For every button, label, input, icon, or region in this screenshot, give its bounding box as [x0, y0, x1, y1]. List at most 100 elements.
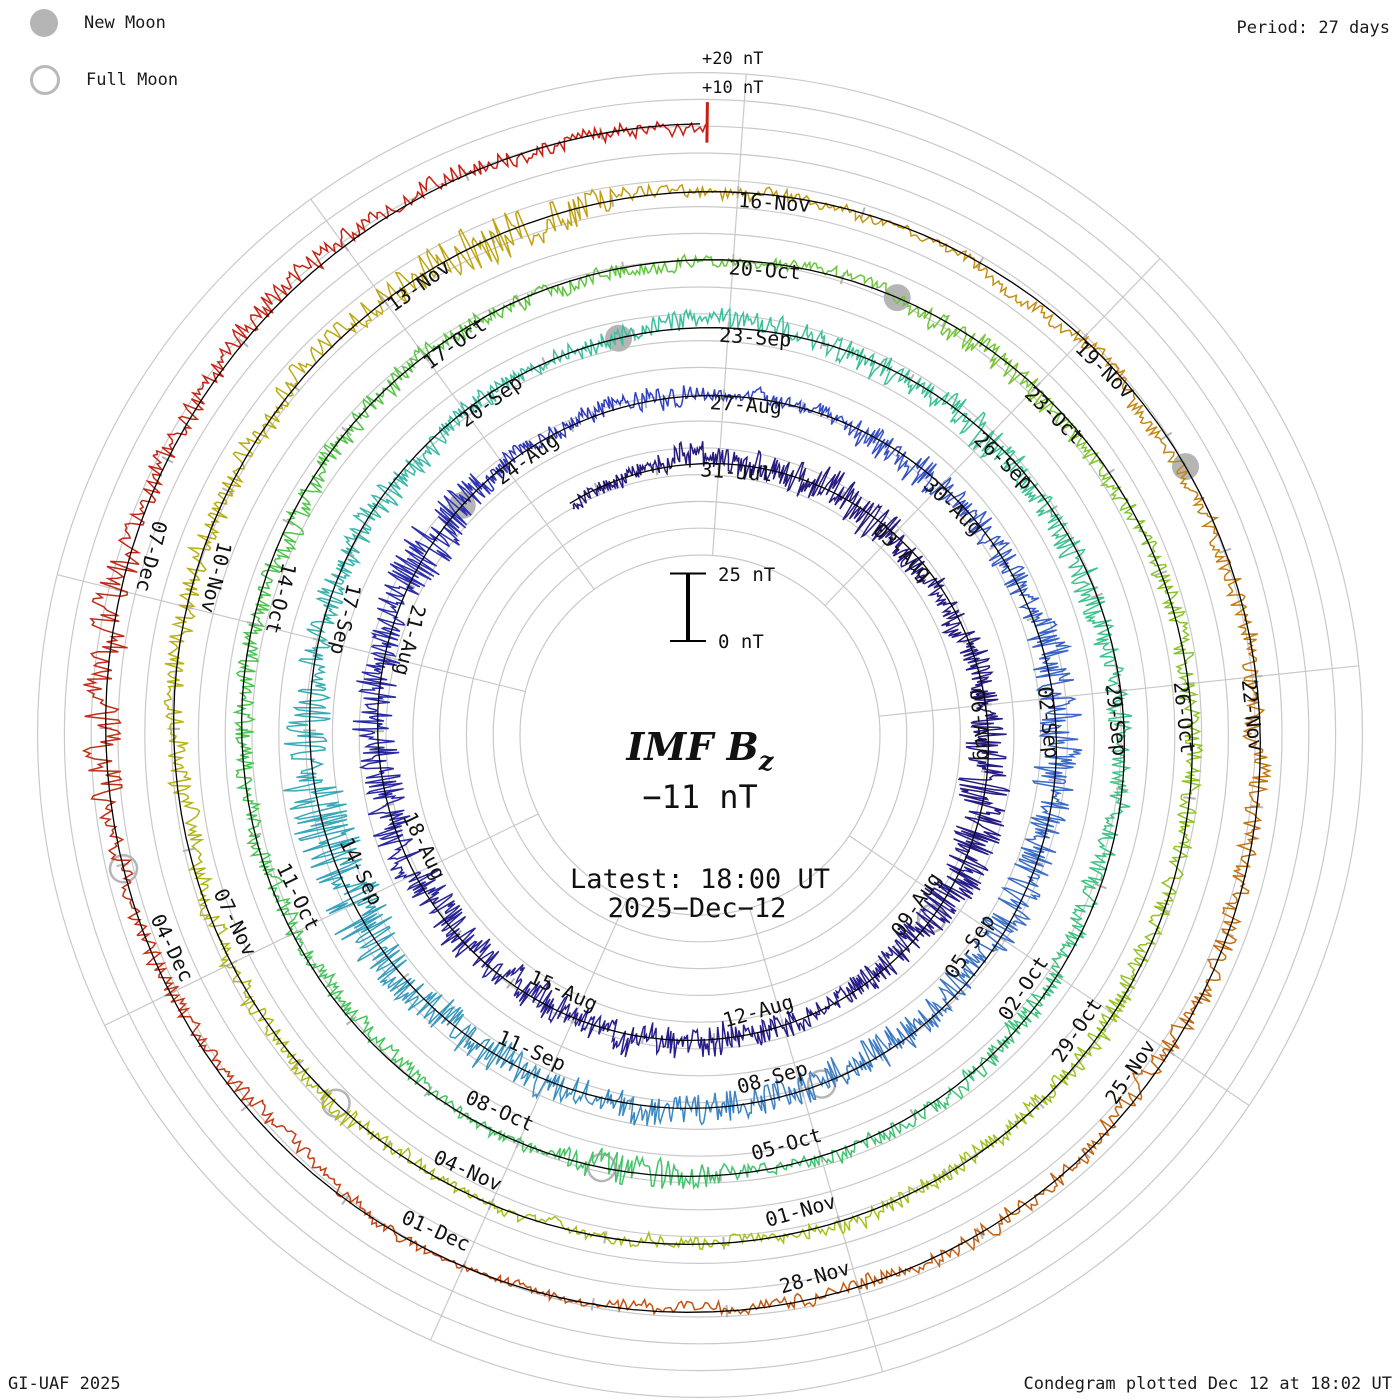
trace-segment — [98, 799, 133, 869]
trace-segment — [1033, 736, 1083, 782]
date-label: 14-Oct — [261, 560, 302, 636]
grid-circle — [519, 554, 881, 916]
trace-segment — [901, 455, 938, 495]
trace-segment — [572, 487, 599, 510]
date-label: 20-Sep — [454, 370, 527, 432]
trace-segment — [315, 858, 380, 915]
trace-segment — [304, 1147, 351, 1199]
trace-segment — [1214, 549, 1248, 612]
trace-segment — [624, 461, 655, 484]
trace-segment — [574, 1007, 614, 1039]
trace-segment — [815, 985, 853, 1016]
trace-segment — [340, 204, 403, 248]
trace-segment — [190, 341, 242, 405]
trace-segment — [843, 1196, 898, 1232]
trace-segment — [334, 896, 396, 949]
trace-segment — [1221, 865, 1250, 931]
grid-circle — [144, 179, 1256, 1291]
trace-segment — [1069, 879, 1099, 928]
trace-segment — [1109, 737, 1132, 788]
trace-segment — [598, 120, 670, 145]
trace-segment — [231, 283, 288, 345]
date-label: 23-Oct — [1020, 382, 1089, 449]
trace-segment — [261, 531, 304, 573]
trace-segment — [750, 1015, 789, 1046]
trace-segment — [721, 1162, 774, 1181]
grid-circle — [385, 420, 1015, 1050]
trace-segment — [311, 433, 354, 483]
trace-segment — [426, 228, 499, 277]
trace-segment — [128, 454, 164, 526]
trace-segment — [406, 869, 453, 907]
trace-segment — [258, 1017, 301, 1071]
trace-segment — [840, 269, 894, 297]
trace-segment — [283, 731, 328, 779]
trace-segment — [136, 933, 179, 997]
trace-segment — [1099, 474, 1137, 521]
trace-segment — [1191, 490, 1220, 551]
trace-segment — [286, 688, 332, 733]
trace-segment — [653, 440, 687, 476]
trace-segment — [251, 381, 294, 443]
trace-segment — [434, 480, 482, 529]
latest-value: −11 nT — [642, 778, 758, 816]
trace-segment — [860, 1264, 925, 1290]
trace-segment — [568, 401, 605, 431]
trace-segment — [929, 477, 973, 517]
trace-segment — [1087, 832, 1116, 884]
date-label: 19-Nov — [1071, 336, 1140, 403]
trace-segment — [607, 1230, 668, 1249]
trace-segment — [682, 385, 723, 402]
trace-segment — [164, 609, 196, 672]
trace-segment — [389, 977, 443, 1019]
parameter-title-main: IMF B — [626, 724, 759, 769]
trace-segment — [897, 1170, 953, 1208]
trace-segment — [163, 670, 184, 732]
grid-spoke — [848, 835, 1250, 1106]
trace-segment — [235, 624, 263, 681]
gridline-label-plus10: +10 nT — [702, 78, 763, 98]
trace-segment — [450, 927, 494, 967]
scale-bar-top-label: 25 nT — [718, 564, 775, 586]
trace-segment — [1014, 467, 1053, 517]
trace-segment — [867, 1112, 917, 1147]
trace-segment — [345, 392, 385, 435]
full-moon-icon — [30, 65, 60, 95]
trace-segment — [799, 1056, 849, 1103]
trace-segment — [845, 965, 881, 1003]
trace-segment — [785, 259, 841, 278]
trace-segment — [89, 592, 128, 663]
trace-segment — [685, 441, 720, 468]
trace-segment — [513, 967, 551, 1008]
trace-segment — [988, 343, 1039, 392]
parameter-title: IMF Bz — [626, 724, 775, 777]
grid-circle — [36, 71, 1364, 1399]
trace-segment — [493, 1203, 552, 1223]
trace-segment — [912, 998, 954, 1033]
trace-segment — [807, 466, 846, 506]
date-label: 27-Aug — [709, 390, 783, 419]
date-label: 12-Aug — [720, 989, 796, 1032]
baseline-path — [105, 123, 1261, 1313]
trace-segment — [1132, 905, 1170, 963]
trace-segment — [979, 1193, 1039, 1236]
trace-segment — [988, 539, 1026, 586]
trace-segment — [293, 1066, 341, 1114]
trace-segment — [1235, 803, 1263, 868]
trace-segment — [970, 702, 1007, 738]
trace-segment — [603, 391, 643, 414]
trace-segment — [499, 440, 536, 474]
date-label: 30-Aug — [919, 473, 988, 540]
trace-segment — [854, 503, 902, 542]
trace-segment — [473, 1119, 523, 1144]
trace-segment — [178, 546, 207, 611]
date-label: 26-Oct — [1169, 680, 1200, 754]
trace-segment — [1093, 642, 1125, 691]
trace-segment — [428, 999, 477, 1052]
trace-segment — [1105, 957, 1143, 1012]
trace-segment — [228, 966, 267, 1022]
trace-segment — [721, 385, 763, 403]
trace-segment — [957, 770, 1011, 805]
trace-segment — [459, 380, 502, 416]
date-label: 04-Nov — [430, 1145, 506, 1196]
